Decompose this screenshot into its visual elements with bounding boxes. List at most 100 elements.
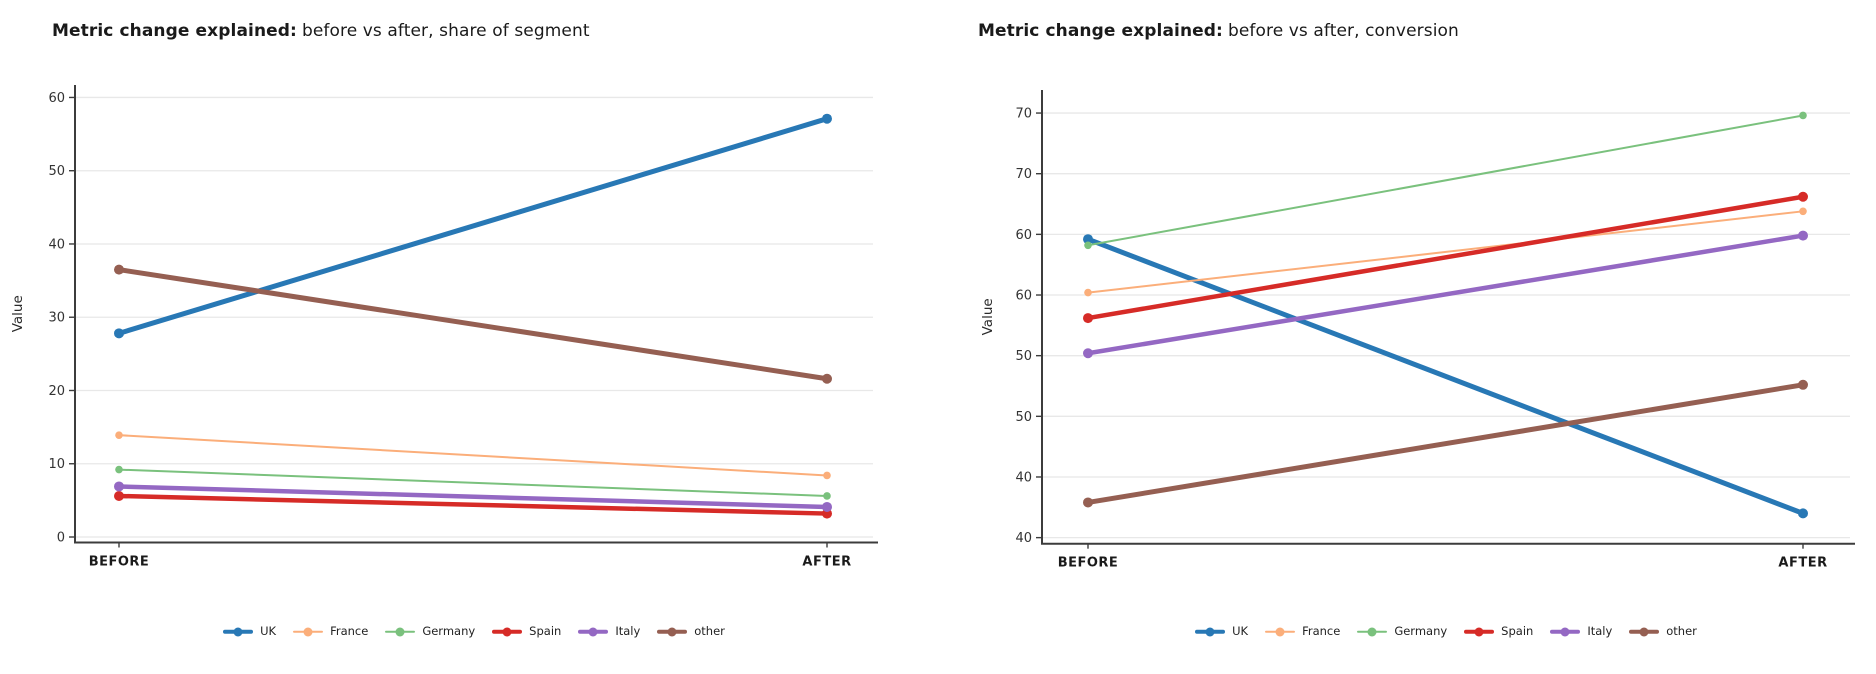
y-tick-label: 70 xyxy=(1015,167,1032,182)
chart-conversion: Metric change explained: before vs after,… xyxy=(938,0,1876,674)
y-tick-label: 30 xyxy=(48,311,65,326)
legend-item-other: other xyxy=(657,624,725,638)
series-point-italy xyxy=(114,481,124,492)
legend-item-france: France xyxy=(293,624,369,638)
legend-label: Spain xyxy=(529,624,562,638)
legend-item-germany: Germany xyxy=(385,624,476,638)
legend-line-marker-icon xyxy=(385,627,416,637)
series-point-france xyxy=(115,431,123,439)
series-point-other xyxy=(1083,497,1093,508)
y-tick-label: 40 xyxy=(48,237,65,252)
legend-line-marker-icon xyxy=(1265,627,1296,637)
series-point-germany xyxy=(1084,241,1092,250)
legend-item-italy: Italy xyxy=(578,624,641,638)
chart-legend: UK France Germany Spain Italy other xyxy=(75,624,873,638)
series-point-uk xyxy=(1083,234,1093,245)
chart-share-of-segment: Metric change explained: before vs after,… xyxy=(10,21,878,638)
y-tick-label: 40 xyxy=(1015,531,1032,546)
y-tick-label: 40 xyxy=(1015,470,1032,485)
legend-line-marker-icon xyxy=(1195,627,1226,637)
series-line-italy xyxy=(116,484,830,510)
legend-label: France xyxy=(330,624,369,638)
chart-title: Metric change explained: before vs after,… xyxy=(978,21,1459,41)
y-tick-label: 70 xyxy=(1015,107,1032,122)
series-point-spain xyxy=(1798,191,1808,202)
chart-title: Metric change explained: before vs after,… xyxy=(52,21,590,41)
series-point-other xyxy=(1798,379,1808,390)
y-tick-label: 0 xyxy=(57,531,65,546)
legend-item-spain: Spain xyxy=(492,624,562,638)
legend-label: Italy xyxy=(1587,624,1613,638)
legend-label: UK xyxy=(260,624,277,638)
series-point-france xyxy=(1799,207,1807,216)
series-point-germany xyxy=(1799,111,1807,120)
series-line-germany xyxy=(118,468,828,497)
legend-label: Italy xyxy=(615,624,641,638)
series-point-germany xyxy=(115,465,123,474)
y-axis-title: Value xyxy=(10,295,26,332)
chart-legend: UK France Germany Spain Italy other xyxy=(1042,624,1850,638)
y-tick-label: 10 xyxy=(48,457,65,472)
legend-line-marker-icon xyxy=(1357,627,1388,637)
legend-line-marker-icon xyxy=(578,627,609,637)
y-tick-label: 60 xyxy=(1015,228,1032,243)
y-tick-label: 60 xyxy=(1015,289,1032,304)
series-line-france xyxy=(118,434,828,477)
chart-title-sub: before vs after, share of segment xyxy=(301,21,590,41)
series-line-germany xyxy=(1087,114,1804,247)
x-tick-label: AFTER xyxy=(802,555,851,570)
legend-item-uk: UK xyxy=(223,624,277,638)
y-axis-title: Value xyxy=(980,298,996,335)
legend-item-italy: Italy xyxy=(1550,624,1613,638)
legend-line-marker-icon xyxy=(492,627,523,637)
series-point-italy xyxy=(822,501,832,512)
y-tick-label: 20 xyxy=(48,384,65,399)
series-point-france xyxy=(1084,288,1092,297)
series-point-spain xyxy=(1083,313,1093,324)
legend-label: other xyxy=(1666,624,1697,638)
series-line-other xyxy=(1085,382,1806,505)
x-tick-label: AFTER xyxy=(1778,556,1827,571)
legend-label: France xyxy=(1302,624,1341,638)
line-chart-conversion: 40 40 50 50 60 60 70 70 BEFORE AFTER Value xyxy=(980,90,1855,571)
series-line-spain xyxy=(116,493,830,516)
line-chart-share-of-segment: 0 10 20 30 40 50 60 BEFORE AFTER Value xyxy=(10,85,878,570)
y-tick-label: 50 xyxy=(48,164,65,179)
series-line-other xyxy=(116,267,830,382)
series-point-germany xyxy=(823,492,831,500)
legend-line-marker-icon xyxy=(657,627,688,637)
series-point-uk xyxy=(114,328,124,339)
chart-title-lead: Metric change explained: xyxy=(978,21,1223,41)
legend-item-spain: Spain xyxy=(1464,624,1534,638)
y-tick-label: 50 xyxy=(1015,349,1032,364)
series-line-uk xyxy=(116,116,830,336)
legend-label: Germany xyxy=(422,624,476,638)
series-point-france xyxy=(823,471,831,480)
legend-label: Germany xyxy=(1394,624,1448,638)
legend-line-marker-icon xyxy=(223,627,254,637)
legend-item-germany: Germany xyxy=(1357,624,1448,638)
y-tick-label: 50 xyxy=(1015,410,1032,425)
legend-line-marker-icon xyxy=(1550,627,1581,637)
y-tick-label: 60 xyxy=(48,91,65,106)
x-tick-label: BEFORE xyxy=(89,555,150,570)
series-point-uk xyxy=(1798,508,1808,519)
chart-title-lead: Metric change explained: xyxy=(52,21,297,41)
series-point-italy xyxy=(1798,230,1808,241)
series-line-italy xyxy=(1085,233,1806,356)
legend-item-other: other xyxy=(1629,624,1697,638)
legend-line-marker-icon xyxy=(1464,627,1495,637)
series-line-uk xyxy=(1085,236,1806,516)
legend-line-marker-icon xyxy=(293,627,324,637)
legend-label: other xyxy=(694,624,725,638)
x-tick-label: BEFORE xyxy=(1058,556,1119,571)
legend-item-france: France xyxy=(1265,624,1341,638)
series-point-italy xyxy=(1083,348,1093,359)
series-line-spain xyxy=(1085,194,1806,321)
chart-title-sub: before vs after, conversion xyxy=(1227,21,1459,41)
legend-label: Spain xyxy=(1501,624,1534,638)
legend-label: UK xyxy=(1232,624,1249,638)
legend-item-uk: UK xyxy=(1195,624,1249,638)
series-point-uk xyxy=(822,113,832,124)
series-point-other xyxy=(822,373,832,384)
